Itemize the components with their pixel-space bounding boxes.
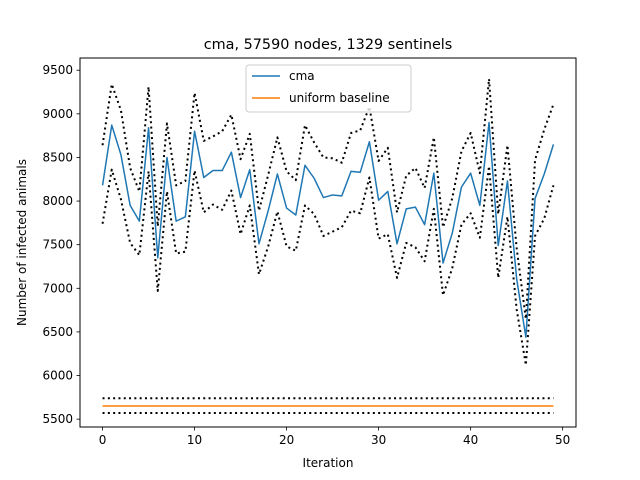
- y-tick-label: 8000: [42, 194, 73, 208]
- x-tick-label: 40: [463, 433, 478, 447]
- plot-area: [101, 77, 555, 415]
- y-axis: 5500 6000 6500 7000 7500 8000 8500 9000 9500: [42, 63, 80, 426]
- series-line-cma: [101, 121, 555, 338]
- x-axis: 0 10 20 30 40 50: [99, 427, 570, 447]
- y-tick-label: 7000: [42, 281, 73, 295]
- y-tick-label: 9000: [42, 107, 73, 121]
- legend-label-cma: cma: [289, 69, 315, 83]
- legend-label-uniform-baseline: uniform baseline: [289, 91, 390, 105]
- x-tick-label: 30: [371, 433, 386, 447]
- x-tick-label: 20: [279, 433, 294, 447]
- y-tick-label: 6000: [42, 369, 73, 383]
- x-tick-label: 50: [555, 433, 570, 447]
- y-tick-label: 7500: [42, 238, 73, 252]
- y-tick-label: 9500: [42, 63, 73, 77]
- y-axis-label: Number of infected animals: [15, 159, 29, 326]
- x-tick-label: 0: [99, 433, 107, 447]
- y-tick-label: 8500: [42, 150, 73, 164]
- legend: cma uniform baseline: [245, 64, 412, 113]
- y-tick-label: 5500: [42, 412, 73, 426]
- series-line-cma-lower-bound: [101, 165, 555, 367]
- x-axis-label: Iteration: [303, 456, 354, 470]
- chart-title: cma, 57590 nodes, 1329 sentinels: [204, 37, 453, 53]
- x-tick-label: 10: [187, 433, 202, 447]
- legend-box: [245, 64, 412, 113]
- y-tick-label: 6500: [42, 325, 73, 339]
- plot-frame: [79, 57, 577, 428]
